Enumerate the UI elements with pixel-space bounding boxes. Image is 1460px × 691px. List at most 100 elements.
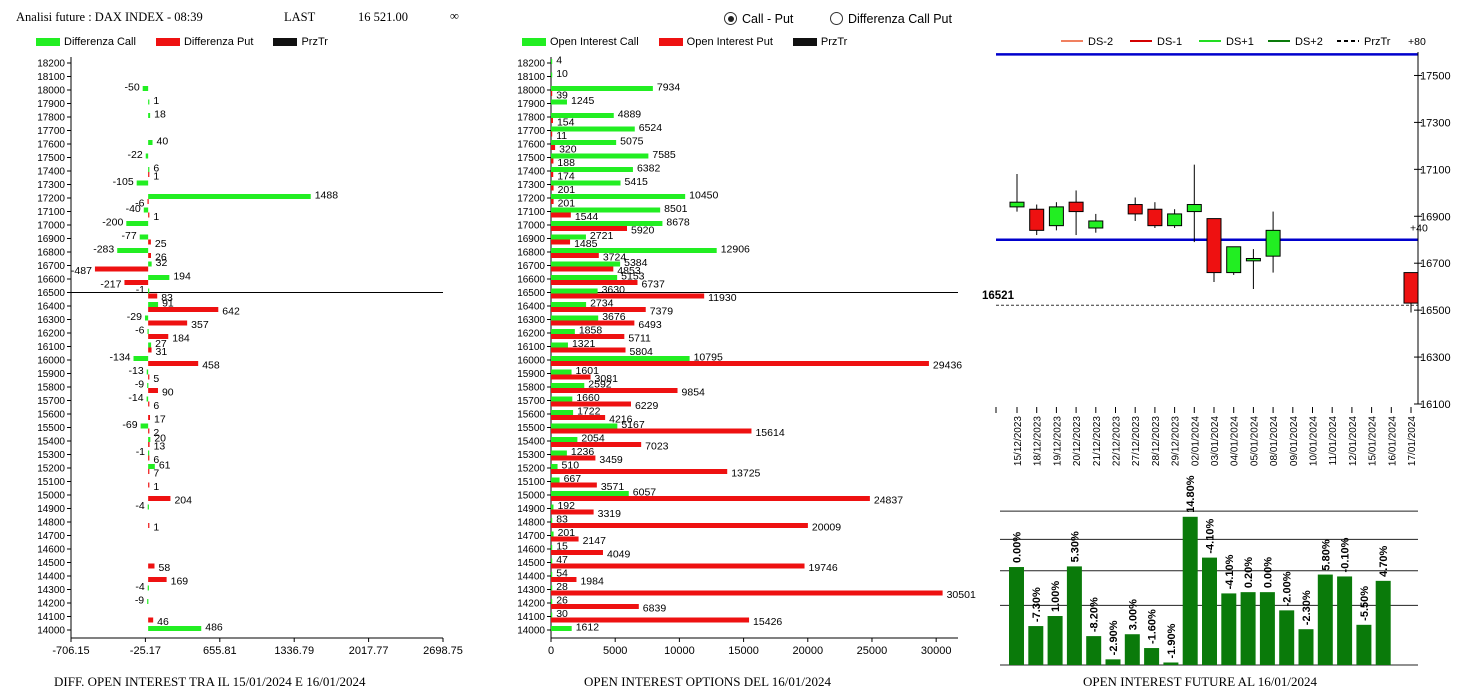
call-bar — [551, 329, 575, 334]
put-bar — [551, 158, 554, 164]
legend-swatch-call — [36, 38, 60, 46]
oi-bar — [1279, 610, 1295, 665]
candle-body — [1206, 218, 1222, 274]
y-tick-label: 17500 — [37, 153, 65, 164]
oi-bar — [1144, 648, 1160, 665]
date-label: 20/12/2023 — [1072, 416, 1083, 466]
call-value-label: 1236 — [571, 446, 595, 458]
put-bar — [148, 361, 199, 366]
y-tick-label: 16900 — [517, 234, 545, 245]
call-value-label: 1601 — [576, 365, 600, 377]
y-tick-label: 17500 — [517, 153, 545, 164]
call-value-label: 28 — [556, 581, 568, 593]
call-value-label: 40 — [157, 136, 169, 148]
put-value-label: 1 — [153, 171, 159, 183]
radio-call-put[interactable]: Call - Put — [724, 12, 793, 26]
call-value-label: 91 — [162, 298, 174, 310]
x-tick-label: 25000 — [857, 645, 888, 657]
put-bar — [551, 212, 571, 218]
call-value-label: 8501 — [664, 203, 688, 215]
candle-body — [1088, 220, 1104, 229]
put-bar — [551, 334, 625, 339]
put-value-label: 6229 — [635, 400, 659, 412]
put-value-label: 13725 — [731, 468, 760, 480]
oi-bar — [1009, 567, 1024, 665]
put-value-label: -217 — [100, 279, 121, 291]
put-bar — [551, 199, 554, 204]
call-bar — [126, 221, 149, 226]
call-value-label: 15 — [556, 541, 568, 553]
oi-percent-label: 0.20% — [1243, 557, 1255, 588]
put-value-label: 184 — [172, 333, 190, 345]
call-bar — [147, 383, 149, 388]
call-bar — [148, 450, 150, 456]
call-bar — [551, 464, 558, 469]
call-bar — [148, 464, 155, 469]
call-value-label: 194 — [173, 271, 191, 283]
call-bar — [148, 194, 311, 199]
oi-bar — [1163, 662, 1179, 665]
call-bar — [148, 113, 151, 118]
oi-bar — [1124, 634, 1140, 665]
date-label: 12/01/2024 — [1348, 416, 1359, 466]
call-bar — [551, 437, 578, 442]
page-title: Analisi future : DAX INDEX - 08:39 — [16, 10, 203, 24]
date-label: 28/12/2023 — [1151, 416, 1162, 466]
oi-percent-label: 14.80% — [1185, 475, 1197, 513]
call-value-label: -9 — [135, 595, 144, 607]
legend-label: PrzTr — [820, 36, 848, 48]
oi-percent-label: 0.00% — [1012, 532, 1024, 563]
call-value-label: 1321 — [572, 338, 596, 350]
candle-body — [1167, 213, 1183, 227]
oi-percent-label: -2.30% — [1301, 590, 1313, 625]
date-label: 03/01/2024 — [1210, 416, 1221, 466]
call-bar — [551, 248, 717, 253]
x-tick-label: 1336.79 — [274, 645, 314, 657]
legend-label: PrzTr — [1364, 36, 1391, 48]
x-tick-label: 15000 — [728, 645, 759, 657]
put-bar — [551, 185, 554, 191]
radio-differenza-call-put[interactable]: Differenza Call Put — [830, 12, 952, 26]
put-bar — [551, 415, 606, 420]
date-label: 22/12/2023 — [1112, 416, 1123, 466]
y-tick-label: 16600 — [37, 275, 65, 286]
call-value-label: 201 — [558, 527, 576, 539]
put-value-label: 458 — [202, 360, 220, 372]
y-tick-label: 16700 — [37, 261, 65, 272]
call-value-label: 3676 — [602, 311, 626, 323]
call-bar — [148, 342, 152, 348]
candle-body — [1029, 208, 1045, 231]
oi-bar — [1066, 566, 1082, 665]
y-tick-label: 14700 — [517, 531, 545, 542]
legend-label: DS-2 — [1088, 36, 1113, 48]
y-tick-label: 14500 — [517, 558, 545, 569]
put-value-label: -487 — [71, 265, 92, 277]
call-bar — [147, 585, 149, 591]
put-bar — [551, 550, 603, 555]
call-value-label: 1 — [153, 95, 159, 107]
call-bar — [148, 437, 151, 442]
call-bar — [551, 315, 599, 321]
call-bar — [148, 167, 150, 172]
y-tick-label: 15200 — [517, 464, 545, 475]
y-tick-label: 14200 — [37, 599, 65, 610]
oi-percent-label: 4.70% — [1378, 545, 1390, 576]
x-tick-label: -706.15 — [52, 645, 89, 657]
y-tick-label: 15500 — [37, 423, 65, 434]
put-value-label: 1 — [153, 211, 159, 223]
put-bar — [551, 307, 646, 312]
call-bar — [551, 558, 553, 564]
put-bar — [551, 374, 591, 380]
put-value-label: 6493 — [638, 319, 662, 331]
y-tick-label: 14300 — [37, 585, 65, 596]
call-bar — [551, 396, 573, 402]
y-tick-label: 17700 — [517, 126, 545, 137]
put-bar — [148, 523, 150, 528]
oi-bar — [1028, 626, 1044, 665]
put-value-label: 201 — [558, 198, 576, 210]
call-bar — [551, 207, 661, 213]
y-tick-label: 16000 — [517, 356, 545, 367]
call-bar — [148, 275, 170, 280]
put-bar — [148, 374, 150, 380]
footer-p3: OPEN INTEREST FUTURE AL 16/01/2024 — [1083, 674, 1318, 689]
